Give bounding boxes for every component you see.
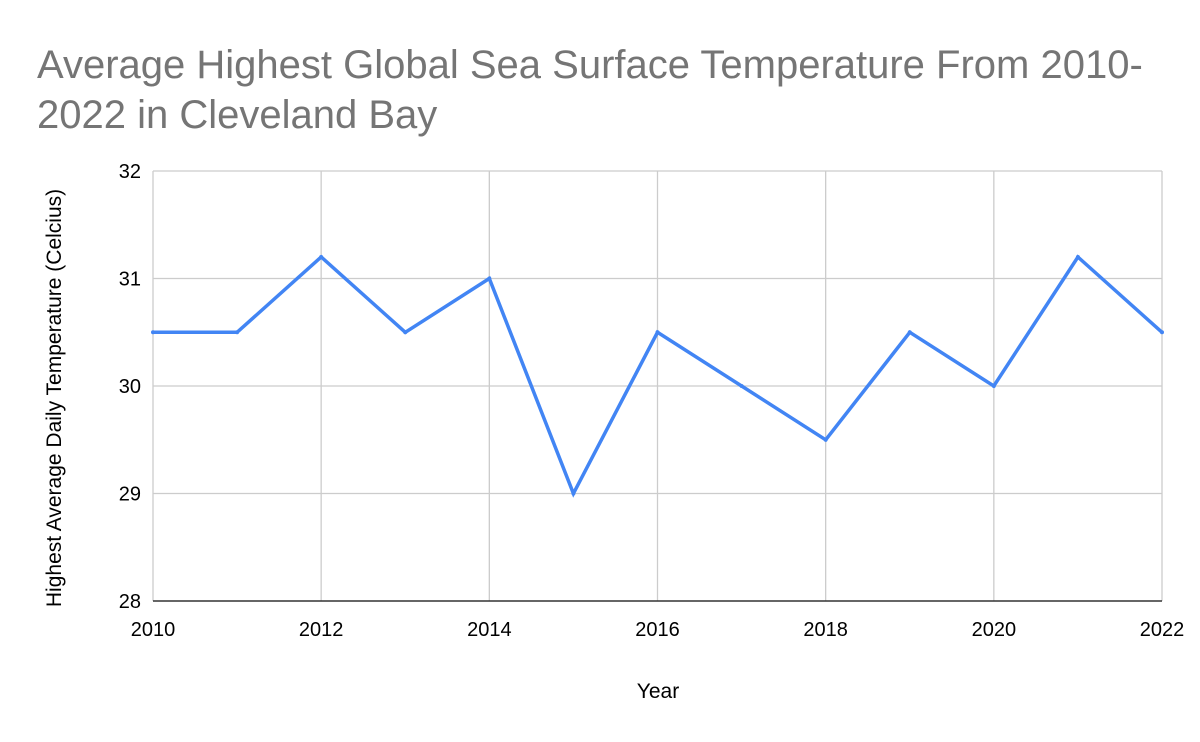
- series-group: [151, 254, 1164, 498]
- y-axis-title: Highest Average Daily Temperature (Celci…: [43, 189, 66, 607]
- chart-title: Average Highest Global Sea Surface Tempe…: [37, 40, 1177, 140]
- data-point: [991, 384, 996, 388]
- x-tick-label: 2012: [299, 619, 344, 641]
- chart-title-line-2: 2022 in Cleveland Bay: [37, 93, 438, 137]
- x-axis-title: Year: [637, 680, 679, 703]
- data-point: [487, 276, 492, 281]
- data-point: [1160, 330, 1164, 335]
- x-tick-label: 2020: [972, 619, 1017, 641]
- data-point: [655, 330, 660, 335]
- data-point: [823, 437, 828, 442]
- data-point: [403, 330, 408, 335]
- grid-lines: [152, 170, 1163, 602]
- y-tick-label: 32: [119, 161, 141, 183]
- y-tick-label: 29: [119, 484, 141, 506]
- x-tick-label: 2014: [467, 619, 512, 641]
- data-point: [151, 330, 155, 335]
- x-tick-labels: 2010 2012 2014 2016 2018 2020 2022: [131, 619, 1185, 641]
- data-point: [907, 330, 912, 335]
- y-tick-label: 28: [119, 591, 141, 613]
- data-point: [571, 491, 576, 496]
- data-point: [739, 384, 744, 388]
- data-point: [1075, 255, 1080, 259]
- chart-title-line-1: Average Highest Global Sea Surface Tempe…: [37, 43, 1143, 87]
- data-point: [319, 255, 324, 259]
- x-tick-label: 2016: [635, 619, 680, 641]
- y-tick-labels: 28 29 30 31 32: [119, 161, 141, 613]
- y-tick-label: 30: [119, 376, 141, 398]
- x-tick-label: 2022: [1140, 619, 1185, 641]
- y-tick-label: 31: [119, 269, 141, 291]
- x-tick-label: 2018: [803, 619, 848, 641]
- x-tick-label: 2010: [131, 619, 176, 641]
- data-point: [235, 330, 240, 335]
